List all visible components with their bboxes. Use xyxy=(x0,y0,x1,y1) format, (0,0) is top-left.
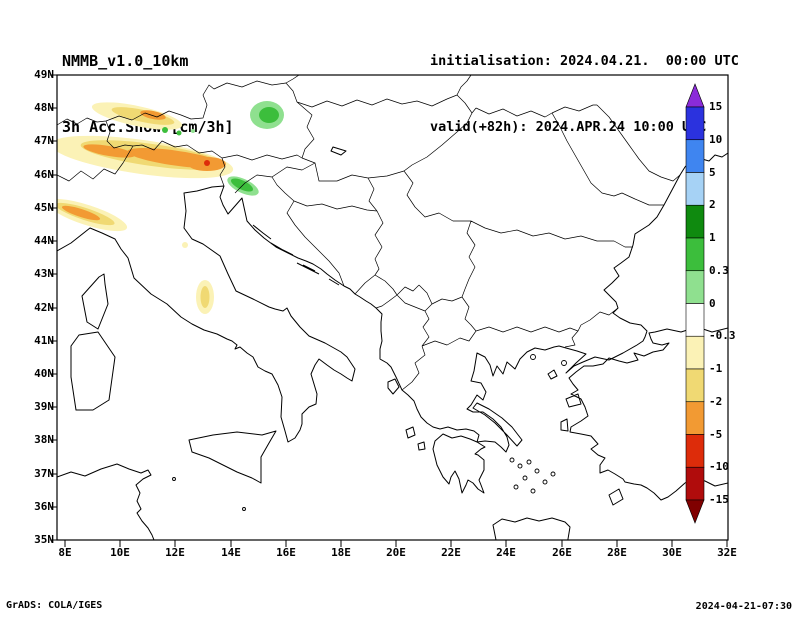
island xyxy=(550,471,556,477)
lat-tick-label: 39N xyxy=(34,400,54,413)
colorbar-segment xyxy=(685,270,705,304)
lon-tick-label: 28E xyxy=(607,546,627,559)
lat-tick-label: 48N xyxy=(34,101,54,114)
snow-patch xyxy=(176,130,182,136)
lat-tick-label: 43N xyxy=(34,267,54,280)
colorbar-arrow-bottom xyxy=(685,499,705,524)
grads-credit: GrADS: COLA/IGES xyxy=(6,600,103,611)
country-borders xyxy=(57,75,681,391)
colorbar-level-label: -10 xyxy=(709,460,729,473)
island xyxy=(534,468,540,474)
lat-tick-label: 46N xyxy=(34,168,54,181)
run-info-block: initialisation: 2024.04.21. 00:00 UTC va… xyxy=(430,6,739,182)
island xyxy=(522,475,528,481)
colorbar-level-label: -15 xyxy=(709,493,729,506)
island xyxy=(530,488,536,494)
snow-patch xyxy=(191,129,195,133)
colorbar-level-label: -2 xyxy=(709,395,723,408)
lat-tick-label: 37N xyxy=(34,467,54,480)
snow-patch xyxy=(182,242,188,248)
colorbar-level-label: 15 xyxy=(709,100,723,113)
lon-tick-label: 22E xyxy=(441,546,461,559)
lon-tick-label: 10E xyxy=(110,546,130,559)
snow-patch xyxy=(259,107,279,123)
colorbar-level-label: 0 xyxy=(709,297,716,310)
island xyxy=(242,507,246,511)
lon-tick-label: 12E xyxy=(165,546,185,559)
snow-patch xyxy=(200,286,210,308)
island xyxy=(561,360,567,366)
colorbar-level-label: -0.3 xyxy=(709,329,736,342)
snow-patch xyxy=(83,144,135,158)
lat-tick-label: 35N xyxy=(34,533,54,546)
lat-tick-label: 40N xyxy=(34,367,54,380)
creation-timestamp: 2024-04-21-07:30 xyxy=(695,601,792,612)
island xyxy=(517,463,523,469)
lon-tick-label: 18E xyxy=(331,546,351,559)
island xyxy=(513,484,519,490)
lat-tick-label: 47N xyxy=(34,134,54,147)
small-islands xyxy=(172,354,567,511)
coastlines xyxy=(57,146,728,540)
snow-patch xyxy=(111,107,175,125)
island xyxy=(526,459,532,465)
lat-tick-label: 41N xyxy=(34,334,54,347)
island xyxy=(172,477,176,481)
colorbar-segment xyxy=(685,237,705,272)
colorbar-level-label: 2 xyxy=(709,198,716,211)
colorbar-segment xyxy=(685,139,705,173)
colorbar-level-label: 5 xyxy=(709,166,716,179)
colorbar-level-label: 1 xyxy=(709,231,716,244)
colorbar-arrow-top xyxy=(685,83,705,108)
lon-tick-label: 14E xyxy=(221,546,241,559)
colorbar-segment xyxy=(685,204,705,239)
colorbar-segment xyxy=(685,172,705,206)
lon-tick-label: 26E xyxy=(552,546,572,559)
colorbar-segment xyxy=(685,106,705,141)
lon-tick-label: 30E xyxy=(662,546,682,559)
lon-tick-label: 16E xyxy=(276,546,296,559)
snow-patches xyxy=(57,101,284,314)
colorbar-segment xyxy=(685,401,705,435)
map-frame xyxy=(56,74,729,541)
colorbar-segment xyxy=(685,335,705,370)
colorbar-level-label: 10 xyxy=(709,133,723,146)
lat-tick-label: 44N xyxy=(34,234,54,247)
colorbar-level-label: -1 xyxy=(709,362,723,375)
colorbar xyxy=(685,83,705,524)
lat-tick-label: 42N xyxy=(34,301,54,314)
snow-patch xyxy=(162,127,168,133)
colorbar-level-label: 0.3 xyxy=(709,264,729,277)
lon-tick-label: 20E xyxy=(386,546,406,559)
lon-tick-label: 8E xyxy=(58,546,72,559)
colorbar-segment xyxy=(685,466,705,501)
colorbar-segment xyxy=(685,368,705,403)
colorbar-segment xyxy=(685,303,705,337)
snow-patch xyxy=(230,178,254,192)
initialisation-line: initialisation: 2024.04.21. 00:00 UTC xyxy=(430,53,739,69)
snow-patch xyxy=(140,110,166,120)
axis-ticks xyxy=(50,74,728,547)
snow-patch xyxy=(61,205,101,221)
island xyxy=(542,479,548,485)
island xyxy=(530,354,536,360)
model-name: NMMB_v1.0_10km xyxy=(62,52,189,70)
island xyxy=(509,457,515,463)
lat-tick-label: 38N xyxy=(34,433,54,446)
lon-tick-label: 32E xyxy=(717,546,737,559)
colorbar-segment xyxy=(685,434,705,468)
colorbar-level-label: -5 xyxy=(709,428,723,441)
snow-patch xyxy=(204,160,210,166)
lat-tick-label: 36N xyxy=(34,500,54,513)
lon-tick-label: 24E xyxy=(496,546,516,559)
lat-tick-label: 49N xyxy=(34,68,54,81)
lat-tick-label: 45N xyxy=(34,201,54,214)
